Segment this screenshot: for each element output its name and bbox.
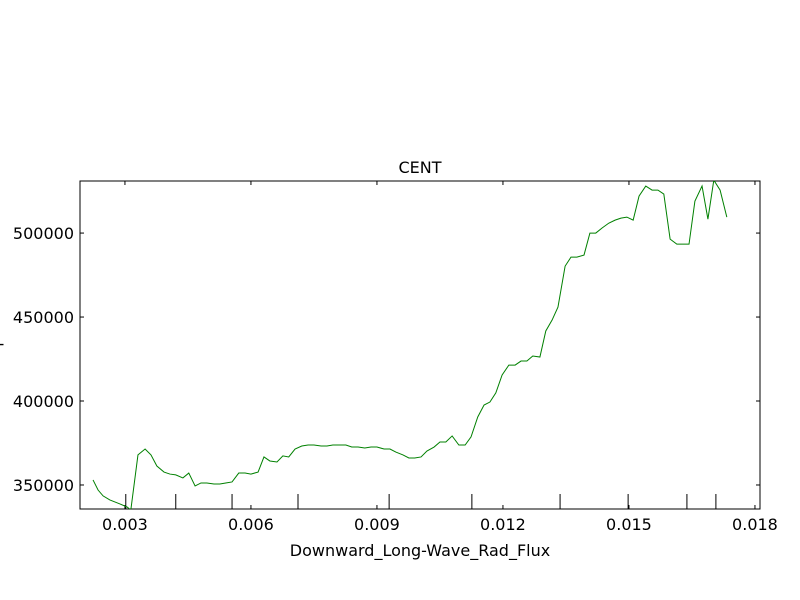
plot-frame — [79, 180, 761, 510]
y-tick-label: 350000 — [13, 476, 74, 495]
x-axis-label: Downward_Long-Wave_Rad_Flux — [290, 541, 550, 561]
x-tick-label: 0.018 — [732, 515, 778, 534]
x-tick-label: 0.015 — [606, 515, 652, 534]
x-tick-label: 0.012 — [480, 515, 526, 534]
data-line — [92, 181, 728, 509]
y-axis-label: Partial dependence — [0, 268, 4, 422]
chart-title: CENT — [398, 158, 441, 177]
y-tick-label: 450000 — [13, 308, 74, 327]
y-tick-label: 400000 — [13, 392, 74, 411]
y-tick-label: 500000 — [13, 224, 74, 243]
x-tick-label: 0.003 — [102, 515, 148, 534]
x-tick-label: 0.009 — [354, 515, 400, 534]
x-tick-label: 0.006 — [228, 515, 274, 534]
